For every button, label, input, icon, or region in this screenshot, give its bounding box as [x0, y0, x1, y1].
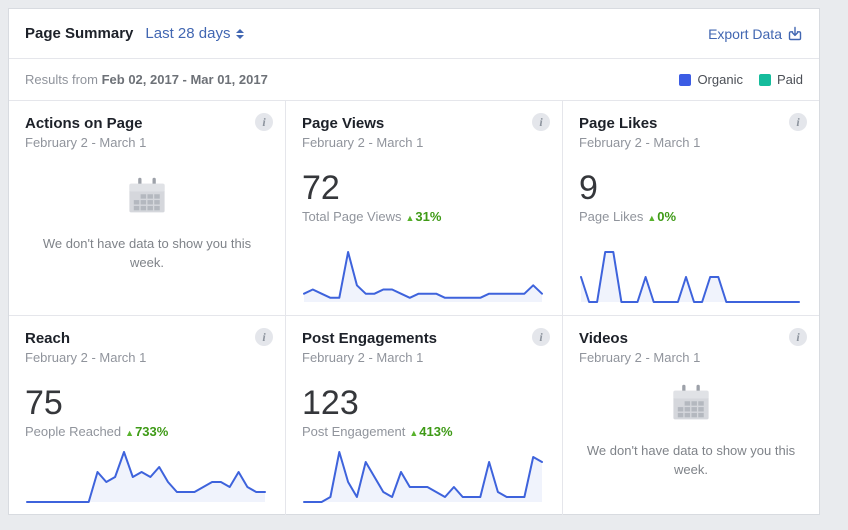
metric-value: 75 [25, 384, 63, 422]
calendar-icon [673, 384, 709, 420]
info-icon[interactable]: i [532, 328, 550, 346]
date-range-selector[interactable]: Last 28 days [145, 25, 245, 42]
empty-state-text: We don't have data to show you this week… [42, 235, 252, 270]
metric-value: 72 [302, 169, 340, 207]
metric-value: 9 [579, 169, 598, 207]
card-videos[interactable]: Videos February 2 - March 1 i We don't h… [563, 316, 819, 515]
paid-swatch-icon [758, 73, 771, 86]
trend-up-icon: ▲ [409, 428, 419, 439]
info-icon[interactable]: i [532, 113, 550, 131]
header: Page Summary Last 28 days Export Data [9, 9, 819, 59]
metric-delta: ▲ 0% [647, 209, 677, 225]
metric-value: 123 [302, 384, 359, 422]
metric-delta: ▲ 413% [409, 424, 453, 440]
chevron-up-down-icon [236, 28, 245, 39]
card-actions-on-page[interactable]: Actions on Page February 2 - March 1 i W… [9, 101, 286, 316]
metric-label: People Reached [25, 424, 122, 440]
card-title: Reach [25, 330, 71, 347]
trend-up-icon: ▲ [405, 213, 415, 224]
card-date-range: February 2 - March 1 [579, 350, 701, 365]
card-page-likes[interactable]: Page Likes February 2 - March 1 i 9 Page… [563, 101, 819, 316]
info-icon[interactable]: i [789, 328, 807, 346]
info-icon[interactable]: i [255, 113, 273, 131]
card-post-engagements[interactable]: Post Engagements February 2 - March 1 i … [286, 316, 563, 515]
card-date-range: February 2 - March 1 [302, 350, 424, 365]
export-data-label: Export Data [708, 25, 782, 42]
summary-cards-grid: Actions on Page February 2 - March 1 i W… [9, 100, 819, 515]
metric-label: Page Likes [579, 209, 644, 225]
card-title: Page Views [302, 115, 385, 132]
card-date-range: February 2 - March 1 [25, 350, 147, 365]
legend-organic-label: Organic [697, 72, 743, 87]
card-date-range: February 2 - March 1 [302, 135, 424, 150]
info-icon[interactable]: i [789, 113, 807, 131]
date-range-label: Last 28 days [145, 25, 231, 42]
card-page-views[interactable]: Page Views February 2 - March 1 i 72 Tot… [286, 101, 563, 316]
post-engagements-sparkline [302, 443, 546, 505]
card-title: Page Likes [579, 115, 658, 132]
metric-label: Total Page Views [302, 209, 402, 225]
page-title: Page Summary [25, 25, 134, 42]
card-title: Post Engagements [302, 330, 438, 347]
page-views-sparkline [302, 243, 546, 305]
download-icon [788, 26, 802, 40]
metric-delta: ▲ 31% [405, 209, 442, 225]
legend-paid-label: Paid [776, 72, 803, 87]
results-prefix: Results from [25, 72, 98, 87]
card-date-range: February 2 - March 1 [25, 135, 147, 150]
calendar-icon [129, 177, 165, 213]
info-icon[interactable]: i [255, 328, 273, 346]
organic-swatch-icon [679, 73, 692, 86]
results-bar: Results from Feb 02, 2017 - Mar 01, 2017… [9, 59, 819, 100]
trend-up-icon: ▲ [647, 213, 657, 224]
results-date-range: Feb 02, 2017 - Mar 01, 2017 [101, 72, 268, 87]
legend-item-paid: Paid [758, 72, 803, 87]
card-title: Videos [579, 330, 628, 347]
export-data-button[interactable]: Export Data [708, 26, 803, 42]
metric-delta: ▲ 733% [125, 424, 169, 440]
card-reach[interactable]: Reach February 2 - March 1 i 75 People R… [9, 316, 286, 515]
empty-state-text: We don't have data to show you this week… [586, 443, 796, 477]
card-title: Actions on Page [25, 115, 143, 132]
reach-sparkline [25, 443, 269, 505]
page-summary-panel: Page Summary Last 28 days Export Data Re… [8, 8, 820, 515]
page-likes-sparkline [579, 243, 803, 305]
metric-label: Post Engagement [302, 424, 406, 440]
legend-item-organic: Organic [679, 72, 743, 87]
legend: Organic Paid [679, 72, 803, 87]
card-date-range: February 2 - March 1 [579, 135, 701, 150]
trend-up-icon: ▲ [125, 428, 135, 439]
